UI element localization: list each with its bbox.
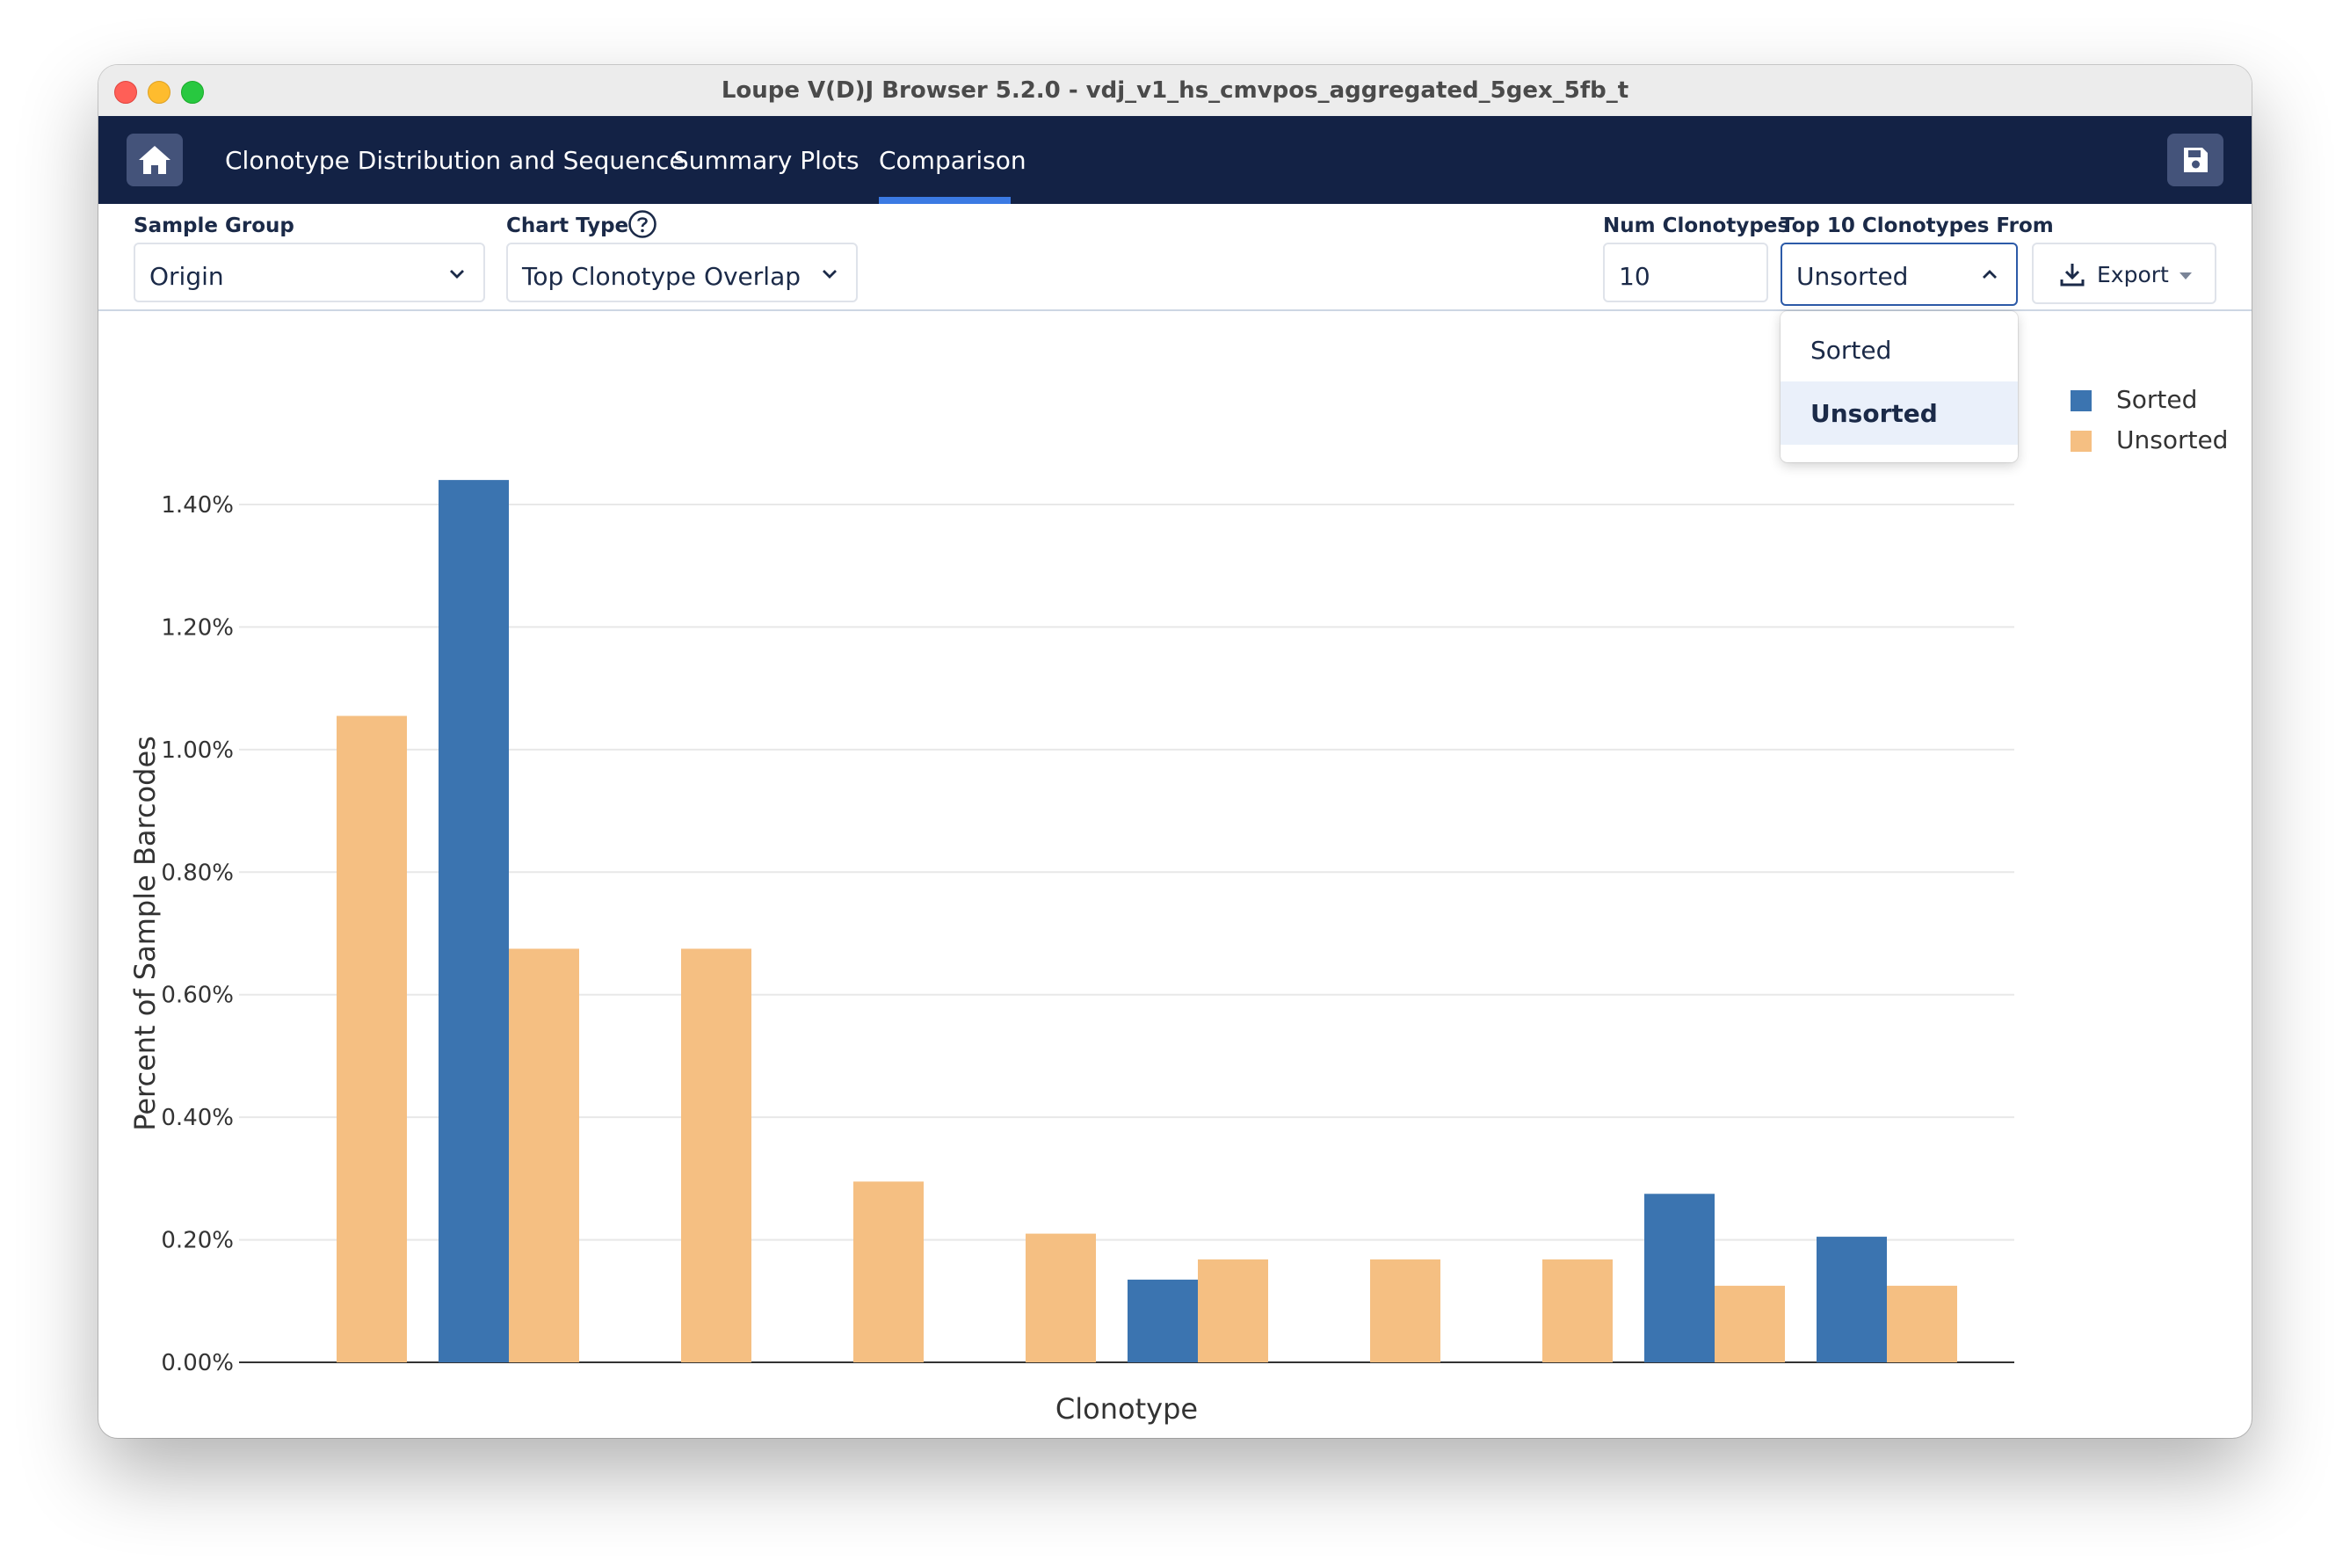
y-tick-label: 1.40% xyxy=(161,492,234,519)
active-tab-indicator xyxy=(879,197,1011,204)
y-tick-label: 1.00% xyxy=(161,737,234,764)
bar-sorted-9 xyxy=(1644,1194,1715,1362)
top-navbar: Clonotype Distribution and Sequence Summ… xyxy=(98,116,2252,204)
chart-type-label: Chart Type xyxy=(506,214,629,237)
top-from-label: Top 10 Clonotypes From xyxy=(1781,214,2054,237)
bar-unsorted-5 xyxy=(1026,1233,1096,1362)
save-button[interactable] xyxy=(2167,134,2223,186)
tab-clonotype-distribution[interactable]: Clonotype Distribution and Sequence xyxy=(225,146,685,175)
chevron-down-icon xyxy=(450,270,464,279)
home-icon xyxy=(139,146,170,174)
bar-unsorted-6 xyxy=(1198,1259,1268,1362)
bar-unsorted-3 xyxy=(681,948,751,1362)
tab-summary-plots[interactable]: Summary Plots xyxy=(673,146,859,175)
title-bar: Loupe V(D)J Browser 5.2.0 - vdj_v1_hs_cm… xyxy=(98,65,2252,117)
close-window-button[interactable] xyxy=(114,81,137,104)
top-from-dropdown-menu: Sorted Unsorted xyxy=(1781,311,2018,462)
bar-unsorted-10 xyxy=(1887,1285,1957,1362)
bar-sorted-2 xyxy=(439,480,509,1362)
y-axis-label: Percent of Sample Barcodes xyxy=(128,736,162,1131)
sample-group-label: Sample Group xyxy=(134,214,294,237)
num-clonotypes-value: 10 xyxy=(1619,262,1650,291)
num-clonotypes-label: Num Clonotypes xyxy=(1603,214,1790,237)
chevron-up-icon xyxy=(1983,270,1997,279)
app-window: Loupe V(D)J Browser 5.2.0 - vdj_v1_hs_cm… xyxy=(98,65,2252,1438)
y-tick-label: 0.40% xyxy=(161,1105,234,1131)
chart-type-select[interactable]: Top Clonotype Overlap xyxy=(506,243,858,302)
caret-down-icon xyxy=(2180,272,2192,279)
zoom-window-button[interactable] xyxy=(181,81,204,104)
chevron-down-icon xyxy=(823,270,837,279)
x-axis-label: Clonotype xyxy=(1055,1392,1198,1426)
download-icon xyxy=(2060,264,2085,287)
bar-unsorted-8 xyxy=(1542,1259,1613,1362)
legend-swatch-unsorted xyxy=(2071,431,2092,452)
save-icon xyxy=(2184,148,2208,172)
bar-sorted-6 xyxy=(1128,1279,1198,1362)
legend-label-unsorted: Unsorted xyxy=(2116,425,2229,454)
legend-label-sorted: Sorted xyxy=(2116,385,2198,414)
window-title: Loupe V(D)J Browser 5.2.0 - vdj_v1_hs_cm… xyxy=(721,77,1629,104)
bar-unsorted-7 xyxy=(1370,1259,1440,1362)
minimize-window-button[interactable] xyxy=(148,81,170,104)
bar-unsorted-4 xyxy=(853,1181,924,1362)
y-tick-label: 0.60% xyxy=(161,983,234,1009)
controls-toolbar: Sample Group Origin Chart Type Top Clono… xyxy=(98,204,2252,311)
bar-unsorted-1 xyxy=(337,715,407,1362)
y-tick-label: 1.20% xyxy=(161,614,234,641)
top-from-select[interactable]: Unsorted xyxy=(1781,243,2018,306)
num-clonotypes-input[interactable]: 10 xyxy=(1603,243,1768,302)
bar-sorted-10 xyxy=(1817,1237,1887,1362)
legend-swatch-sorted xyxy=(2071,390,2092,411)
help-icon[interactable] xyxy=(627,209,657,239)
y-tick-label: 0.80% xyxy=(161,860,234,886)
export-label: Export xyxy=(2097,262,2169,287)
bar-unsorted-2 xyxy=(509,948,579,1362)
sample-group-value: Origin xyxy=(149,262,224,291)
export-button[interactable]: Export xyxy=(2032,243,2216,304)
dropdown-option-sorted[interactable]: Sorted xyxy=(1810,336,1892,365)
home-button[interactable] xyxy=(127,134,183,186)
y-tick-label: 0.00% xyxy=(161,1350,234,1376)
top-from-value: Unsorted xyxy=(1796,262,1909,291)
tab-comparison[interactable]: Comparison xyxy=(879,146,1026,175)
bar-chart: 0.00% 0.20% 0.40% 0.60% 0.80% 1.00% 1.20% 1.40%… xyxy=(128,480,2014,1426)
y-tick-label: 0.20% xyxy=(161,1228,234,1254)
dropdown-option-unsorted[interactable]: Unsorted xyxy=(1781,381,2018,445)
chart-type-value: Top Clonotype Overlap xyxy=(522,262,801,291)
bar-unsorted-9 xyxy=(1715,1285,1785,1362)
sample-group-select[interactable]: Origin xyxy=(134,243,485,302)
